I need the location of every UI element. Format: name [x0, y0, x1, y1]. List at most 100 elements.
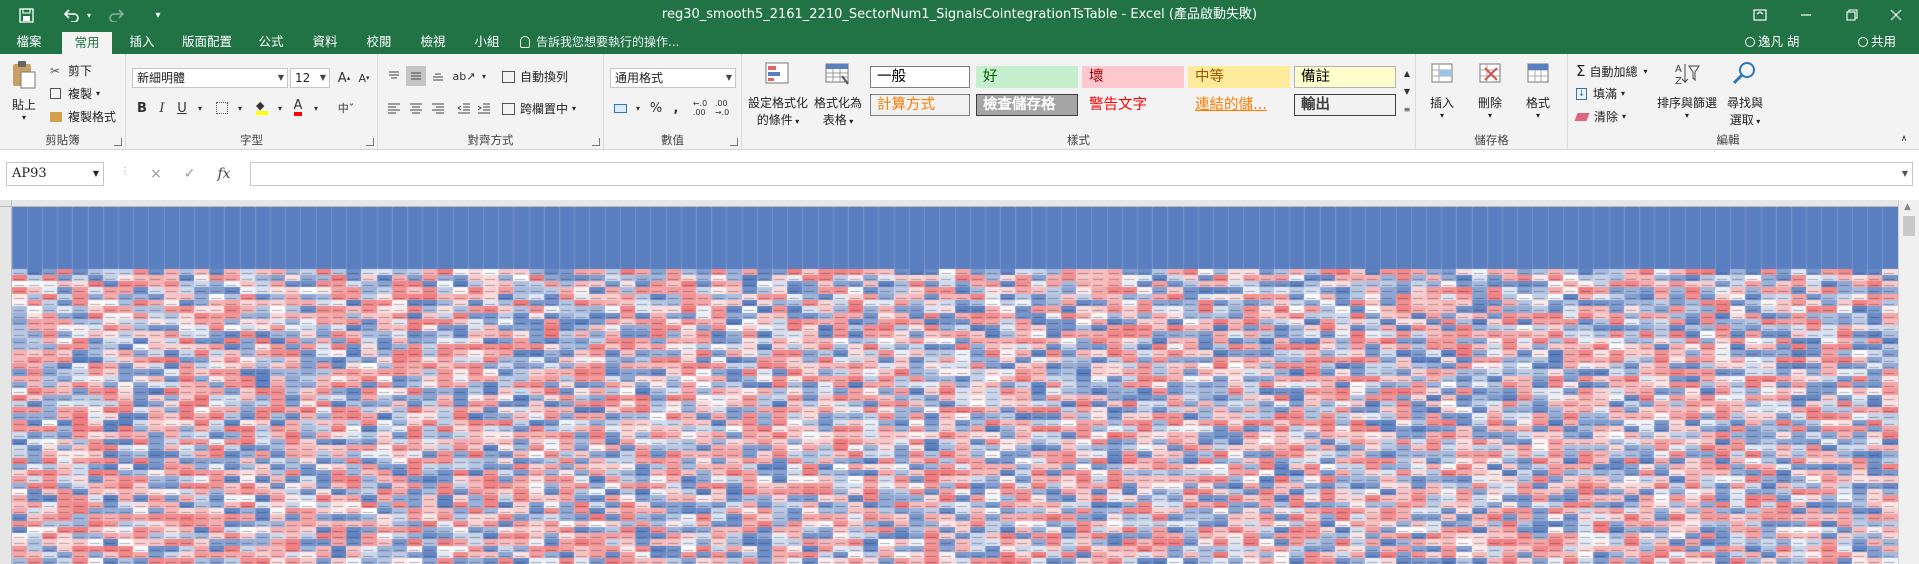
formula-bar-splitter[interactable]: ⋮: [120, 166, 130, 177]
tell-me-search[interactable]: 告訴我您想要執行的操作...: [520, 30, 679, 54]
style-good[interactable]: 好: [976, 66, 1078, 88]
column-headers[interactable]: [12, 200, 1898, 207]
delete-cells-button[interactable]: 刪除 ▾: [1468, 60, 1512, 120]
increase-decimal-icon[interactable]: ←.0.00: [692, 99, 708, 117]
alignment-launcher-icon[interactable]: [592, 138, 600, 146]
worksheet[interactable]: ▲: [0, 200, 1919, 564]
paste-button[interactable]: 貼上 ▾: [6, 60, 42, 122]
wrap-text-button[interactable]: 自動換列: [502, 68, 568, 85]
style-normal[interactable]: 一般: [870, 66, 970, 88]
cancel-icon[interactable]: ×: [150, 166, 162, 182]
phonetic-icon[interactable]: 中ˇ: [337, 102, 355, 115]
styles-scroll-up-icon[interactable]: ▲: [1403, 68, 1411, 78]
restore-icon[interactable]: [1829, 0, 1875, 30]
increase-indent-icon[interactable]: [474, 98, 494, 118]
fill-button[interactable]: ↓ 填滿 ▾: [1576, 85, 1625, 102]
expand-formula-icon[interactable]: ▼: [1901, 169, 1908, 178]
copy-button[interactable]: 複製 ▾: [50, 85, 100, 102]
conditional-formatting-button[interactable]: 設定格式化 的條件 ▾: [748, 60, 808, 128]
tab-page-layout[interactable]: 版面配置: [181, 34, 232, 49]
customize-qat-icon[interactable]: ▾: [155, 9, 161, 21]
format-as-table-button[interactable]: 格式化為 表格 ▾: [812, 60, 864, 128]
styles-more-icon[interactable]: ≡: [1403, 104, 1411, 114]
minimize-icon[interactable]: [1783, 0, 1829, 30]
align-right-icon[interactable]: [428, 98, 448, 118]
decrease-font-icon[interactable]: A ▾: [358, 71, 370, 85]
insert-function-icon[interactable]: fx: [217, 166, 231, 182]
undo-icon[interactable]: [60, 0, 84, 30]
save-icon[interactable]: [14, 0, 38, 30]
align-center-icon[interactable]: [406, 98, 426, 118]
row-headers[interactable]: [0, 207, 12, 564]
align-left-icon[interactable]: [384, 98, 404, 118]
style-neutral[interactable]: 中等: [1188, 66, 1290, 88]
style-check-cell[interactable]: 檢查儲存格: [976, 94, 1078, 116]
tab-team[interactable]: 小組: [474, 34, 500, 49]
scrollbar-thumb[interactable]: [1903, 216, 1915, 236]
scroll-up-icon[interactable]: ▲: [1904, 202, 1911, 212]
find-select-button[interactable]: 尋找與 選取 ▾: [1722, 60, 1768, 128]
clipboard-launcher-icon[interactable]: [114, 138, 122, 146]
align-middle-icon[interactable]: [406, 66, 426, 86]
orientation-icon[interactable]: ab↗: [452, 69, 476, 83]
tab-insert[interactable]: 插入: [129, 34, 155, 49]
align-bottom-icon[interactable]: [428, 66, 448, 86]
user-account[interactable]: 逸凡 胡: [1745, 30, 1799, 54]
vertical-scrollbar[interactable]: ▲: [1898, 200, 1919, 564]
clear-button[interactable]: 清除 ▾: [1574, 108, 1626, 125]
style-linked-cell[interactable]: 連結的儲...: [1188, 94, 1290, 116]
font-size-dropdown[interactable]: 12 ▼: [290, 68, 330, 88]
underline-icon[interactable]: U: [177, 100, 187, 116]
currency-dropdown-icon[interactable]: ▾: [635, 103, 640, 113]
number-launcher-icon[interactable]: [730, 138, 738, 146]
cut-button[interactable]: ✂ 剪下: [50, 62, 92, 79]
decrease-decimal-icon[interactable]: .00 →.0: [714, 99, 730, 117]
redo-icon[interactable]: [104, 0, 128, 30]
borders-dropdown-icon[interactable]: ▾: [237, 103, 242, 113]
style-output[interactable]: 輸出: [1294, 94, 1396, 116]
tab-home[interactable]: 常用: [62, 32, 112, 54]
number-format-dropdown[interactable]: 通用格式 ▼: [610, 68, 736, 88]
comma-icon[interactable]: ,: [673, 100, 679, 116]
font-launcher-icon[interactable]: [366, 138, 374, 146]
font-color-icon[interactable]: A: [288, 98, 308, 118]
format-cells-button[interactable]: 格式 ▾: [1516, 60, 1560, 120]
percent-icon[interactable]: %: [649, 100, 663, 116]
currency-icon[interactable]: [610, 98, 630, 118]
fill-color-dropdown-icon[interactable]: ▾: [277, 103, 282, 113]
autosum-button[interactable]: Σ 自動加總 ▾: [1576, 62, 1648, 80]
borders-icon[interactable]: [212, 98, 232, 118]
share-button[interactable]: 共用: [1858, 30, 1896, 54]
tab-review[interactable]: 校閱: [366, 34, 392, 49]
font-name-dropdown[interactable]: 新細明體 ▼: [132, 68, 288, 88]
heatmap-grid[interactable]: [12, 207, 1898, 564]
style-bad[interactable]: 壞: [1082, 66, 1184, 88]
undo-dropdown-icon[interactable]: ▾: [86, 10, 91, 20]
tab-formulas[interactable]: 公式: [258, 34, 284, 49]
insert-cells-button[interactable]: 插入 ▾: [1420, 60, 1464, 120]
style-calculation[interactable]: 計算方式: [870, 94, 970, 116]
format-painter-button[interactable]: 複製格式: [50, 108, 116, 125]
underline-dropdown-icon[interactable]: ▾: [197, 103, 202, 113]
ribbon-display-options-icon[interactable]: [1737, 0, 1783, 30]
tab-data[interactable]: 資料: [312, 34, 338, 49]
align-top-icon[interactable]: [384, 66, 404, 86]
merge-center-button[interactable]: 跨欄置中 ▾: [502, 100, 576, 117]
font-color-dropdown-icon[interactable]: ▾: [313, 103, 318, 113]
style-warning-text[interactable]: 警告文字: [1082, 94, 1184, 116]
fill-color-icon[interactable]: ◆: [252, 98, 272, 118]
formula-input[interactable]: ▼: [250, 162, 1913, 186]
decrease-indent-icon[interactable]: [454, 98, 474, 118]
tab-view[interactable]: 檢視: [420, 34, 446, 49]
close-icon[interactable]: [1873, 0, 1919, 30]
increase-font-icon[interactable]: A ▴: [337, 70, 351, 86]
enter-icon[interactable]: ✓: [183, 166, 196, 182]
collapse-ribbon-icon[interactable]: ∧: [1900, 134, 1908, 144]
tab-file[interactable]: 檔案: [16, 34, 42, 49]
bold-icon[interactable]: B: [137, 100, 147, 116]
name-box[interactable]: AP93 ▼: [6, 162, 104, 186]
orientation-dropdown-icon[interactable]: ▾: [481, 71, 486, 81]
styles-scroll-down-icon[interactable]: ▼: [1403, 86, 1411, 96]
style-note[interactable]: 備註: [1294, 66, 1396, 88]
